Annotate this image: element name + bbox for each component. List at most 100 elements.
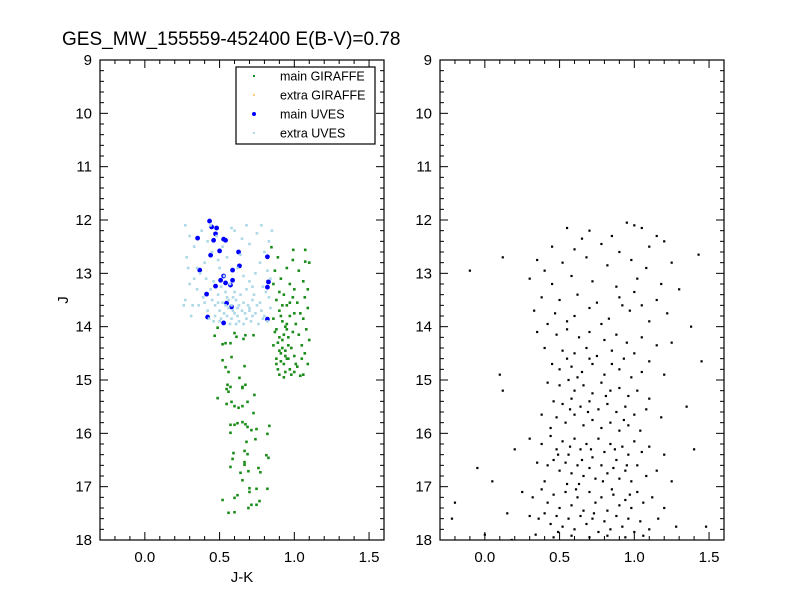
data-point <box>552 536 555 539</box>
data-point <box>640 304 643 307</box>
data-point <box>610 362 613 366</box>
data-point <box>229 431 232 435</box>
data-point <box>191 304 194 307</box>
x-tick-label: 1.0 <box>624 549 645 566</box>
data-point <box>232 451 235 455</box>
data-point <box>255 487 258 491</box>
data-point <box>278 336 281 339</box>
data-point <box>222 312 226 315</box>
data-point <box>264 290 268 294</box>
data-point <box>570 365 573 368</box>
data-point <box>655 234 658 238</box>
data-point <box>297 333 301 336</box>
data-point <box>238 376 241 380</box>
data-point <box>255 503 258 507</box>
data-point <box>227 306 230 310</box>
data-point <box>633 440 636 443</box>
data-point <box>588 357 591 360</box>
data-point <box>237 320 241 323</box>
chart-title: GES_MW_155559-452400 E(B-V)=0.78 <box>62 29 401 50</box>
data-point <box>188 282 191 286</box>
data-point <box>250 503 253 507</box>
data-point <box>580 458 584 462</box>
data-point <box>537 517 540 520</box>
data-point <box>618 250 621 254</box>
y-tick-label: 18 <box>75 532 92 549</box>
data-point <box>648 360 651 363</box>
data-point <box>197 267 203 273</box>
data-point <box>628 493 631 496</box>
data-point <box>624 536 627 539</box>
data-point <box>636 490 639 494</box>
data-point <box>564 461 567 464</box>
data-point <box>213 334 216 338</box>
data-point <box>603 450 606 454</box>
data-point <box>627 394 630 398</box>
data-point <box>230 355 233 359</box>
data-point <box>227 511 230 515</box>
data-point <box>248 306 251 310</box>
data-point <box>621 304 624 307</box>
data-point <box>263 314 266 318</box>
data-point <box>216 326 219 330</box>
data-point <box>570 504 573 507</box>
data-point <box>288 301 292 304</box>
data-point <box>577 482 581 486</box>
data-point <box>225 402 228 406</box>
y-tick-label: 10 <box>75 105 92 122</box>
data-point <box>642 501 645 504</box>
data-point <box>266 269 269 272</box>
data-point <box>624 469 627 472</box>
data-point <box>561 525 564 528</box>
data-point <box>615 285 618 288</box>
data-point <box>663 453 666 456</box>
y-tick-label: 12 <box>75 212 92 229</box>
data-point <box>212 320 215 323</box>
data-point <box>228 322 232 326</box>
data-point <box>218 266 221 270</box>
data-point <box>610 488 613 491</box>
data-point <box>558 368 561 371</box>
data-point <box>247 506 250 510</box>
data-point <box>506 512 509 515</box>
data-point <box>219 317 223 320</box>
data-point <box>573 352 576 355</box>
data-point <box>210 250 214 254</box>
data-point <box>553 312 557 315</box>
data-point <box>192 245 196 248</box>
data-point <box>591 280 594 283</box>
data-point <box>625 221 628 224</box>
x-axis-label: J-K <box>231 569 254 586</box>
data-point <box>278 373 281 376</box>
data-point <box>278 290 281 294</box>
data-point <box>203 301 206 304</box>
scatter-points <box>450 221 708 540</box>
data-point <box>639 520 642 523</box>
y-tick-label: 9 <box>424 52 432 69</box>
data-point <box>513 448 516 451</box>
data-point <box>293 288 296 291</box>
data-point <box>248 242 251 246</box>
data-point <box>221 320 227 326</box>
data-point <box>287 357 290 360</box>
data-point <box>543 480 546 483</box>
data-point <box>618 504 621 507</box>
data-point <box>568 408 572 411</box>
data-point <box>217 248 222 254</box>
data-point <box>585 522 588 526</box>
data-point <box>267 456 270 460</box>
data-point <box>576 496 579 499</box>
data-point <box>288 368 292 371</box>
data-point <box>570 472 573 475</box>
x-tick-label: 1.5 <box>359 549 380 566</box>
data-point <box>243 312 247 315</box>
data-point <box>244 333 247 337</box>
data-point <box>285 304 289 307</box>
data-point <box>615 458 618 462</box>
data-point <box>618 386 621 390</box>
data-point <box>273 330 277 334</box>
data-point <box>546 381 549 384</box>
data-point <box>265 284 270 290</box>
data-point <box>293 312 296 315</box>
